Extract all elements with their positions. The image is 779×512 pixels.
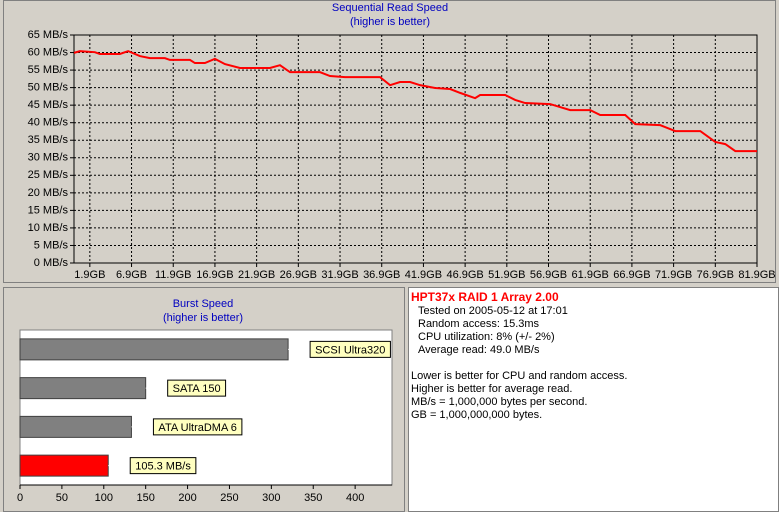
x-tick-label: 16.9GB — [196, 269, 233, 281]
info-detail: CPU utilization: 8% (+/- 2%) — [418, 331, 555, 343]
x-tick-label: 100 — [95, 492, 113, 504]
top-panel — [3, 0, 776, 283]
x-tick-label: 0 — [17, 492, 23, 504]
y-tick-label: 10 MB/s — [28, 222, 69, 234]
bar-label: ATA UltraDMA 6 — [158, 422, 236, 434]
y-tick-label: 40 MB/s — [28, 117, 69, 129]
info-note: Higher is better for average read. — [411, 383, 572, 395]
x-tick-label: 50 — [56, 492, 68, 504]
bar-label-box — [167, 379, 227, 397]
x-tick-label: 200 — [178, 492, 196, 504]
x-tick-label: 36.9GB — [363, 269, 400, 281]
y-tick-label: 30 MB/s — [28, 152, 69, 164]
y-tick-label: 55 MB/s — [28, 64, 69, 76]
bar-label: SCSI Ultra320 — [315, 344, 385, 356]
chart-title: Burst Speed — [173, 298, 234, 310]
x-tick-label: 41.9GB — [405, 269, 442, 281]
x-tick-label: 51.9GB — [488, 269, 525, 281]
x-tick-label: 31.9GB — [321, 269, 358, 281]
info-note: MB/s = 1,000,000 bytes per second. — [411, 396, 587, 408]
bar — [19, 377, 147, 400]
y-tick-label: 5 MB/s — [34, 239, 69, 251]
x-tick-label: 71.9GB — [655, 269, 692, 281]
bar — [19, 338, 289, 361]
bar — [19, 454, 109, 477]
bar-label-box — [152, 418, 243, 436]
bar — [19, 415, 132, 438]
x-tick-label: 56.9GB — [530, 269, 567, 281]
y-tick-label: 20 MB/s — [28, 187, 69, 199]
x-tick-label: 150 — [136, 492, 154, 504]
x-tick-label: 66.9GB — [613, 269, 650, 281]
x-tick-label: 1.9GB — [74, 269, 105, 281]
y-tick-label: 60 MB/s — [28, 46, 69, 58]
x-tick-label: 61.9GB — [572, 269, 609, 281]
x-tick-label: 250 — [220, 492, 238, 504]
bar-label: 105.3 MB/s — [135, 461, 191, 473]
chart-title: Sequential Read Speed — [332, 2, 448, 14]
info-detail: Average read: 49.0 MB/s — [418, 344, 540, 356]
bar-label-box — [129, 457, 197, 475]
x-tick-label: 400 — [346, 492, 364, 504]
bar-label: SATA 150 — [173, 383, 221, 395]
x-tick-label: 76.9GB — [697, 269, 734, 281]
y-tick-label: 35 MB/s — [28, 134, 69, 146]
y-tick-label: 0 MB/s — [34, 257, 69, 269]
x-tick-label: 46.9GB — [446, 269, 483, 281]
y-tick-label: 45 MB/s — [28, 99, 69, 111]
info-title: HPT37x RAID 1 Array 2.00 — [411, 290, 559, 304]
x-tick-label: 350 — [304, 492, 322, 504]
x-tick-label: 6.9GB — [116, 269, 147, 281]
y-tick-label: 25 MB/s — [28, 169, 69, 181]
x-tick-label: 300 — [262, 492, 280, 504]
x-tick-label: 11.9GB — [155, 269, 192, 281]
chart-subtitle: (higher is better) — [163, 312, 243, 324]
info-note: GB = 1,000,000,000 bytes. — [411, 409, 542, 421]
info-detail: Tested on 2005-05-12 at 17:01 — [418, 305, 568, 317]
info-detail: Random access: 15.3ms — [418, 318, 540, 330]
y-tick-label: 65 MB/s — [28, 29, 69, 41]
bar-label-box — [309, 340, 391, 358]
chart-subtitle: (higher is better) — [350, 16, 430, 28]
data-line — [73, 50, 757, 153]
y-tick-label: 50 MB/s — [28, 82, 69, 94]
info-note: Lower is better for CPU and random acces… — [411, 370, 627, 382]
x-tick-label: 81.9GB — [738, 269, 775, 281]
x-tick-label: 26.9GB — [280, 269, 317, 281]
x-tick-label: 21.9GB — [238, 269, 275, 281]
y-tick-label: 15 MB/s — [28, 204, 69, 216]
info-panel — [408, 287, 779, 512]
